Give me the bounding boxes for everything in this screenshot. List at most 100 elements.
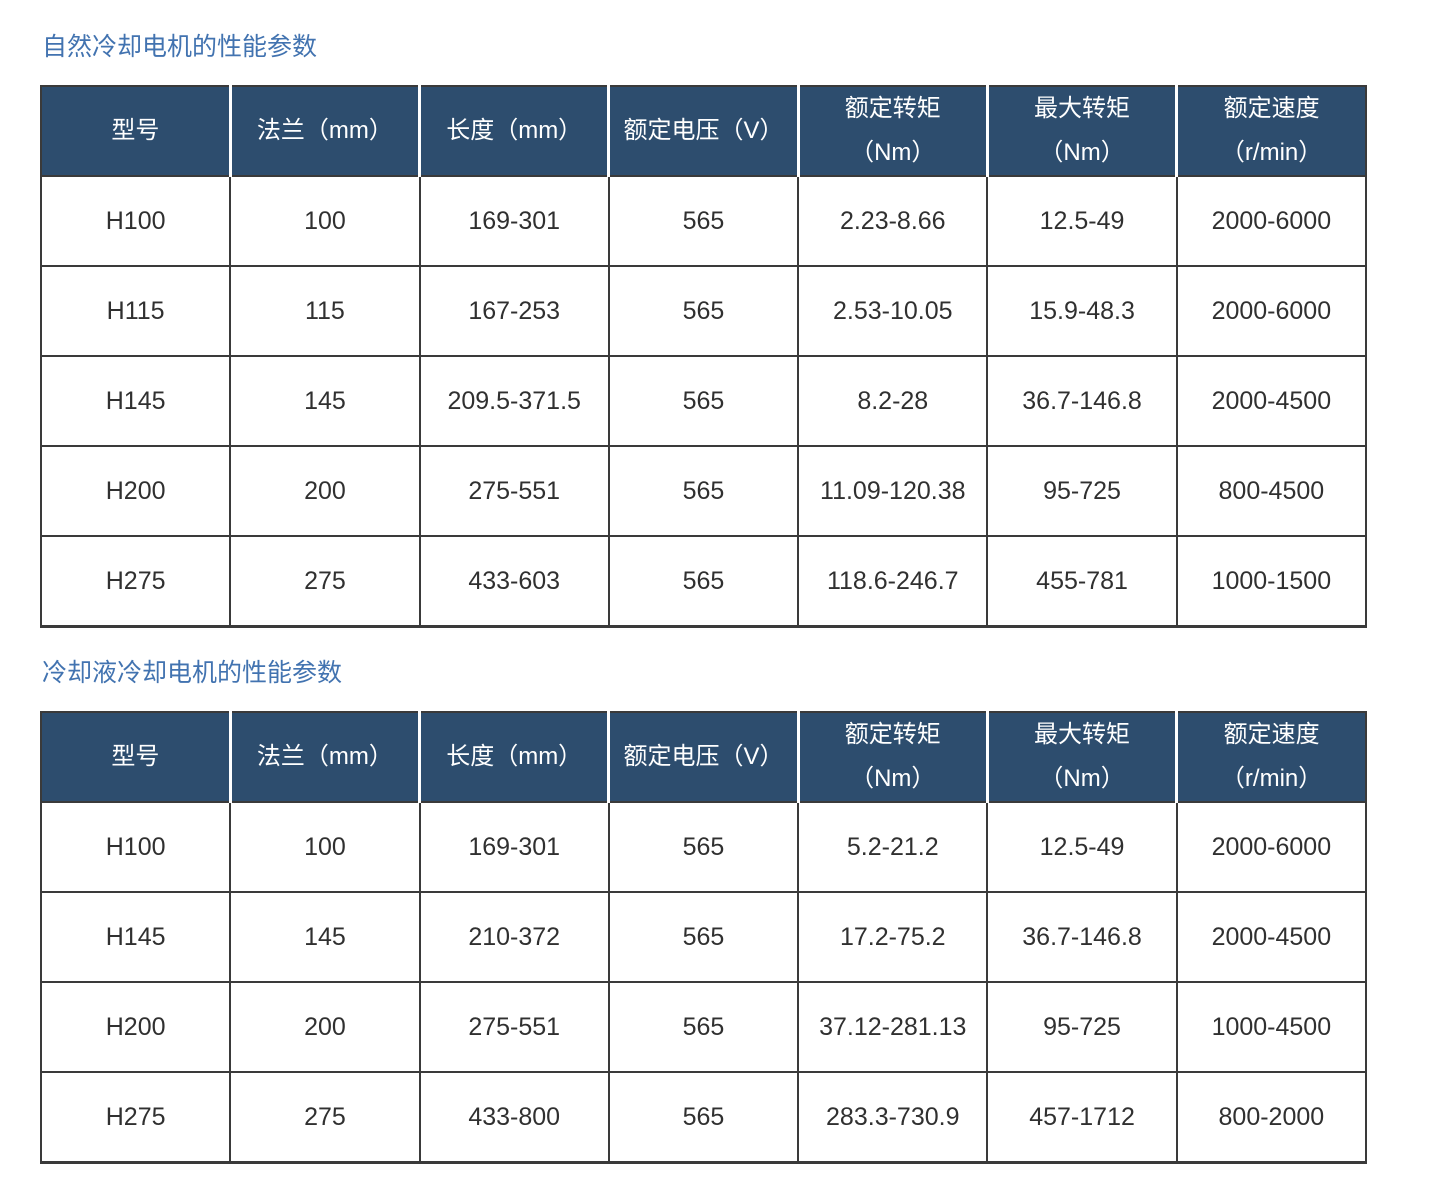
spec-table: 型号 法兰（mm） 长度（mm） 额定电压（V） 额定转矩 （Nm） 最大转矩 （Nm） 额定速… bbox=[39, 711, 1368, 1164]
column-header-label: 法兰（mm） bbox=[256, 117, 393, 144]
table-cell: 433-603 bbox=[418, 535, 610, 628]
table-cell: 95-725 bbox=[986, 981, 1178, 1073]
column-header-label: 型号 bbox=[111, 117, 160, 144]
section-title: 自然冷却电机的性能参数 bbox=[42, 33, 318, 61]
column-header: 额定电压（V） bbox=[607, 85, 799, 177]
table-cell: 275-551 bbox=[418, 981, 610, 1073]
header-row: 型号 法兰（mm） 长度（mm） 额定电压（V） 额定转矩 （Nm） 最大转矩 （Nm） 额定速… bbox=[41, 85, 1366, 177]
table-cell: 95-725 bbox=[986, 445, 1178, 537]
column-header-label: 额定速度 bbox=[1223, 95, 1320, 122]
table-row: H145 145 210-372 565 17.2-75.2 36.7-146.8 2000… bbox=[39, 891, 1368, 983]
table-cell: 200 bbox=[229, 981, 421, 1073]
table-cell: 36.7-146.8 bbox=[986, 355, 1178, 447]
table-cell: 2.23-8.66 bbox=[797, 175, 989, 267]
column-header: 型号 bbox=[41, 711, 231, 803]
table-cell: 275 bbox=[229, 1071, 421, 1164]
column-header-label: 最大转矩 bbox=[1034, 721, 1131, 748]
table-cell: 115 bbox=[229, 265, 421, 357]
table-cell: 100 bbox=[229, 801, 421, 893]
table-row: H275 275 433-800 565 283.3-730.9 457-1712 800-… bbox=[39, 1071, 1368, 1164]
table-cell: 565 bbox=[607, 355, 800, 447]
table-cell: 565 bbox=[607, 981, 800, 1073]
column-header-unit: （Nm） bbox=[850, 765, 936, 792]
table-row: H200 200 275-551 565 11.09-120.38 95-725 800-4… bbox=[39, 445, 1368, 537]
table-cell: H145 bbox=[39, 891, 232, 983]
column-header-unit: （r/min） bbox=[1220, 765, 1323, 792]
table-cell: 118.6-246.7 bbox=[797, 535, 989, 628]
table-cell: 275 bbox=[229, 535, 421, 628]
column-header-unit: （Nm） bbox=[850, 139, 936, 166]
table-cell: 2000-6000 bbox=[1175, 801, 1368, 893]
table-cell: 455-781 bbox=[986, 535, 1178, 628]
table-cell: 565 bbox=[607, 445, 800, 537]
table-cell: H100 bbox=[39, 801, 232, 893]
table-cell: 100 bbox=[229, 175, 421, 267]
section-title: 冷却液冷却电机的性能参数 bbox=[42, 659, 343, 687]
table-cell: 36.7-146.8 bbox=[986, 891, 1178, 983]
table-cell: 169-301 bbox=[418, 801, 610, 893]
table-cell: 5.2-21.2 bbox=[797, 801, 989, 893]
table-cell: 145 bbox=[229, 891, 421, 983]
column-header-label: 额定转矩 bbox=[844, 721, 941, 748]
column-header: 法兰（mm） bbox=[228, 85, 420, 177]
table-row: H100 100 169-301 565 5.2-21.2 12.5-49 2000-600… bbox=[39, 801, 1368, 893]
table-cell: 169-301 bbox=[418, 175, 610, 267]
column-header: 最大转矩 （Nm） bbox=[985, 85, 1177, 177]
table-cell: 800-4500 bbox=[1175, 445, 1368, 537]
table-row: H115 115 167-253 565 2.53-10.05 15.9-48.3 2000… bbox=[39, 265, 1368, 357]
table-row: H100 100 169-301 565 2.23-8.66 12.5-49 2000-60… bbox=[39, 175, 1368, 267]
column-header: 额定速度 （r/min） bbox=[1175, 85, 1366, 177]
column-header: 额定速度 （r/min） bbox=[1175, 711, 1366, 803]
table-cell: 2000-6000 bbox=[1175, 265, 1368, 357]
table-cell: 2000-6000 bbox=[1175, 175, 1368, 267]
column-header-label: 长度（mm） bbox=[446, 117, 583, 144]
table-row: H145 145 209.5-371.5 565 8.2-28 36.7-146.8 200… bbox=[39, 355, 1368, 447]
table-cell: 2.53-10.05 bbox=[797, 265, 989, 357]
table-cell: H275 bbox=[39, 535, 232, 628]
column-header-label: 额定电压（V） bbox=[623, 743, 784, 770]
table-cell: 433-800 bbox=[418, 1071, 610, 1164]
table-cell: 457-1712 bbox=[986, 1071, 1178, 1164]
table-cell: 565 bbox=[607, 1071, 800, 1164]
column-header-unit: （Nm） bbox=[1039, 765, 1125, 792]
column-header: 额定转矩 （Nm） bbox=[796, 85, 988, 177]
table-cell: 12.5-49 bbox=[986, 801, 1178, 893]
header-row: 型号 法兰（mm） 长度（mm） 额定电压（V） 额定转矩 （Nm） 最大转矩 （Nm） 额定速… bbox=[41, 711, 1366, 803]
column-header-unit: （r/min） bbox=[1220, 139, 1323, 166]
table-row: H200 200 275-551 565 37.12-281.13 95-725 1000-… bbox=[39, 981, 1368, 1073]
table-cell: H200 bbox=[39, 445, 232, 537]
table-cell: H100 bbox=[39, 175, 232, 267]
page-content: 自然冷却电机的性能参数 型号 法兰（mm） 长度（mm） 额定电压（V） 额定转矩 （Nm）… bbox=[39, 33, 1432, 1164]
table-cell: 37.12-281.13 bbox=[797, 981, 989, 1073]
column-header: 型号 bbox=[41, 85, 231, 177]
table-cell: 167-253 bbox=[418, 265, 610, 357]
column-header-label: 长度（mm） bbox=[446, 743, 583, 770]
table-cell: 200 bbox=[229, 445, 421, 537]
table-cell: 145 bbox=[229, 355, 421, 447]
column-header: 长度（mm） bbox=[418, 85, 609, 177]
table-cell: 8.2-28 bbox=[797, 355, 989, 447]
column-header-label: 额定速度 bbox=[1223, 721, 1320, 748]
table-cell: 565 bbox=[607, 535, 800, 628]
table-cell: 800-2000 bbox=[1175, 1071, 1368, 1164]
column-header-label: 最大转矩 bbox=[1034, 95, 1131, 122]
table-cell: H200 bbox=[39, 981, 232, 1073]
column-header: 长度（mm） bbox=[418, 711, 609, 803]
table-cell: 2000-4500 bbox=[1175, 355, 1368, 447]
column-header-label: 型号 bbox=[111, 743, 160, 770]
table-cell: 209.5-371.5 bbox=[418, 355, 610, 447]
table-cell: 565 bbox=[607, 175, 800, 267]
table-cell: 275-551 bbox=[418, 445, 610, 537]
table-cell: 11.09-120.38 bbox=[797, 445, 989, 537]
column-header-label: 额定转矩 bbox=[844, 95, 941, 122]
column-header: 法兰（mm） bbox=[228, 711, 420, 803]
table-cell: 1000-4500 bbox=[1175, 981, 1368, 1073]
table-cell: H115 bbox=[39, 265, 232, 357]
column-header-unit: （Nm） bbox=[1039, 139, 1125, 166]
column-header: 额定电压（V） bbox=[607, 711, 799, 803]
table-cell: 283.3-730.9 bbox=[797, 1071, 989, 1164]
table-cell: 2000-4500 bbox=[1175, 891, 1368, 983]
column-header-label: 额定电压（V） bbox=[623, 117, 784, 144]
table-cell: 210-372 bbox=[418, 891, 610, 983]
table-cell: H145 bbox=[39, 355, 232, 447]
